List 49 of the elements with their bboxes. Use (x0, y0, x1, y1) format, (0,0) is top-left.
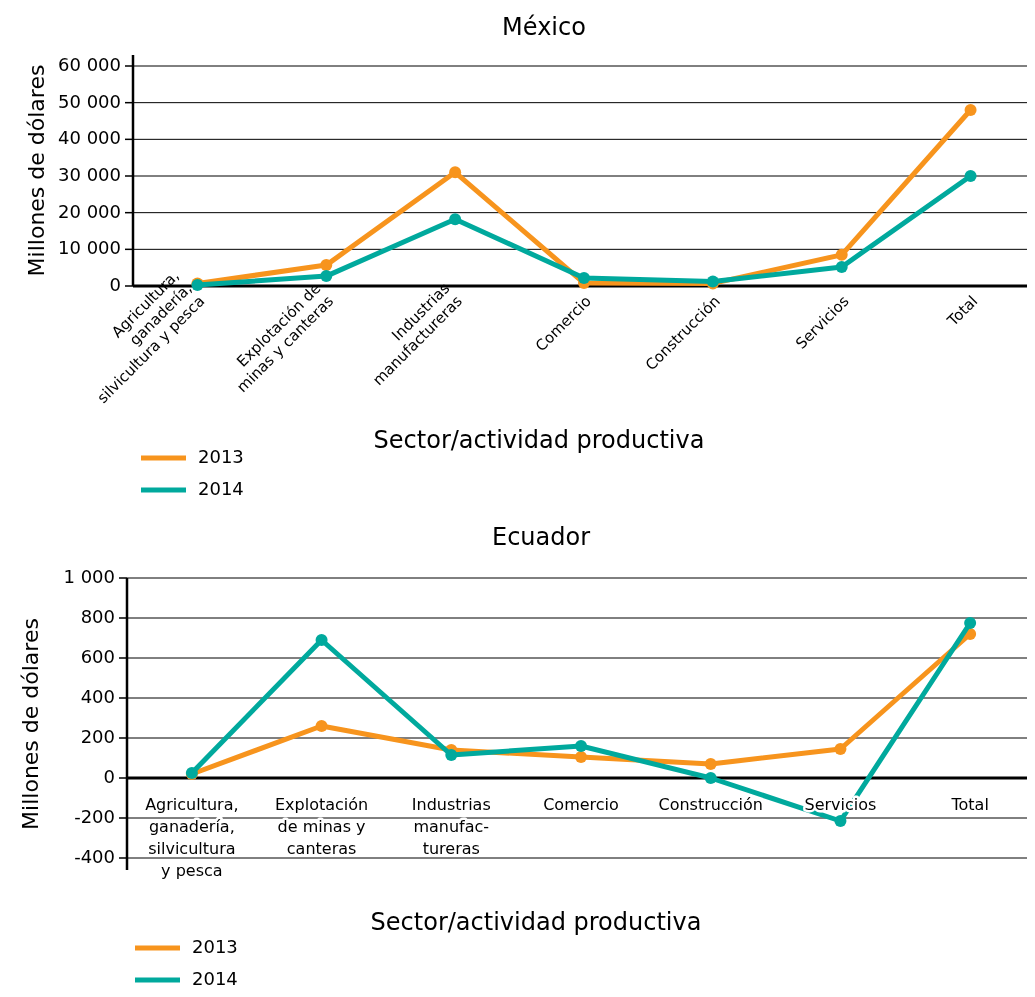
x-tick-label: Construcción (658, 795, 763, 814)
y-tick-label: 50 000 (58, 90, 121, 112)
x-tick-label: Total (950, 795, 989, 814)
y-tick-label: 30 000 (58, 164, 121, 185)
y-tick-label: 10 000 (58, 237, 121, 259)
chart-title: México (502, 13, 586, 41)
y-tick-label: 200 (80, 726, 115, 747)
point (704, 758, 717, 770)
point (575, 751, 587, 763)
point (315, 720, 328, 732)
point (835, 260, 848, 273)
y-tick-label: 20 000 (58, 200, 121, 222)
point (575, 740, 587, 752)
y-tick-label: 60 000 (58, 54, 121, 75)
point (834, 815, 847, 827)
point (704, 772, 717, 784)
point (964, 170, 977, 182)
legend-label: 2014 (198, 478, 244, 499)
legend-label: 2013 (198, 446, 244, 467)
x-axis-title: Sector/actividad productiva (373, 426, 705, 454)
point (445, 749, 458, 761)
point (320, 270, 333, 283)
legend-label: 2013 (192, 936, 238, 957)
point (320, 259, 333, 272)
y-tick-label: 0 (103, 766, 115, 787)
x-tick-label: Agricultura, ganadería, silvicultura y pesca (145, 795, 239, 880)
point (315, 634, 328, 646)
y-tick-label: -400 (74, 846, 115, 867)
y-axis-title: Millones de dólares (18, 618, 43, 830)
x-axis-title: Sector/actividad productiva (370, 908, 702, 936)
y-tick-label: 40 000 (58, 127, 121, 149)
point (835, 248, 848, 261)
x-tick-label: Explotación de minas y canteras (274, 795, 369, 858)
point (578, 271, 590, 284)
y-axis-title: Millones de dólares (24, 64, 49, 277)
legend-label: 2014 (192, 968, 238, 989)
x-tick-label: Industrias manufac- tureras (411, 795, 491, 858)
point (964, 617, 977, 629)
point (449, 213, 462, 226)
point (834, 743, 847, 755)
y-tick-label: -200 (74, 806, 115, 827)
y-tick-label: 600 (80, 646, 115, 667)
y-tick-label: 800 (80, 606, 115, 627)
x-tick-label: Comercio (543, 795, 619, 814)
point (449, 166, 462, 179)
point (964, 104, 977, 116)
y-tick-label: 1 000 (63, 566, 115, 587)
chart-title: Ecuador (491, 523, 591, 551)
y-tick-label: 400 (80, 686, 115, 707)
